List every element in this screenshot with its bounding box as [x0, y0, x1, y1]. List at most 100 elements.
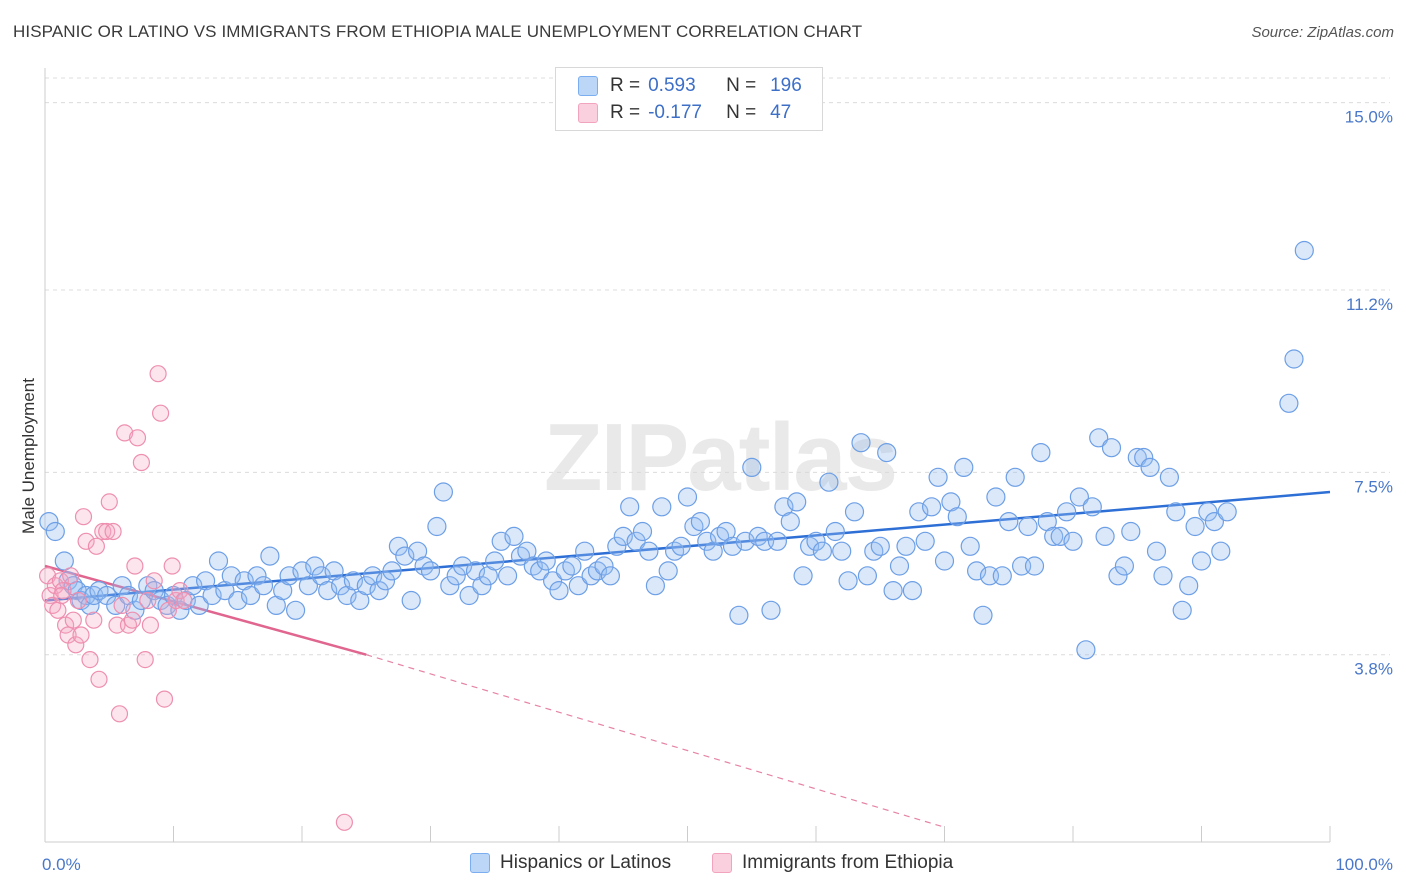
- hispanic-point: [1211, 541, 1231, 561]
- ethiopia-point: [123, 611, 141, 629]
- hispanic-point: [767, 531, 788, 551]
- hispanic-point: [45, 521, 65, 542]
- hispanic-point: [247, 566, 267, 586]
- hispanic-point: [607, 536, 627, 556]
- ethiopia-point: [51, 572, 70, 590]
- ethiopia-point: [110, 705, 129, 723]
- hispanic-point: [562, 556, 582, 576]
- series-legend: Hispanics or Latinos Immigrants from Eth…: [0, 852, 1406, 876]
- chart-title: HISPANIC OR LATINO VS IMMIGRANTS FROM ET…: [13, 22, 863, 41]
- ethiopia-point: [171, 581, 189, 600]
- hispanic-point: [626, 531, 646, 551]
- hispanic-point: [427, 516, 447, 537]
- ethiopia-point: [64, 611, 82, 629]
- hispanic-point: [1005, 467, 1025, 487]
- ethiopia-point: [87, 537, 106, 555]
- ethiopia-point: [98, 522, 116, 541]
- hispanic-point: [1140, 457, 1160, 477]
- hispanic-point: [896, 536, 916, 556]
- hispanic-point: [433, 482, 453, 502]
- hispanic-point: [228, 590, 248, 611]
- ethiopia-point: [53, 586, 71, 605]
- data-points: [38, 240, 1314, 831]
- hispanic-point: [825, 521, 845, 542]
- hispanic-point: [620, 497, 640, 517]
- y-tick-label: 7.5%: [1354, 477, 1393, 496]
- ethiopia-point: [335, 813, 353, 831]
- hispanic-point: [844, 502, 865, 522]
- series-swatch-pink: [712, 853, 732, 873]
- ethiopia-point: [141, 616, 159, 634]
- hispanic-point: [928, 467, 948, 487]
- hispanic-point: [498, 566, 518, 586]
- hispanic-point: [986, 487, 1006, 507]
- hispanic-point: [671, 536, 691, 556]
- hispanic-point: [253, 576, 274, 596]
- hispanic-point: [761, 600, 781, 620]
- ethiopia-point: [149, 365, 167, 383]
- hispanic-point: [600, 566, 621, 586]
- ethiopia-point: [72, 626, 90, 644]
- hispanic-point: [157, 595, 177, 616]
- series-legend-ethiopia: Immigrants from Ethiopia: [712, 852, 953, 874]
- hispanic-point: [973, 605, 993, 625]
- hispanic-point: [613, 526, 633, 547]
- hispanic-point: [1217, 502, 1237, 522]
- hispanic-point: [241, 585, 261, 606]
- x-tick-label: 0.0%: [42, 855, 81, 874]
- hispanic-point: [39, 511, 59, 532]
- hispanic-point: [664, 541, 685, 561]
- stats-legend: R = 0.593 N = 196 R = -0.177 N = 47: [555, 67, 823, 131]
- ethiopia-point: [49, 601, 67, 619]
- hispanic-point: [1127, 447, 1147, 468]
- hispanic-point: [658, 561, 678, 581]
- ethiopia-point: [77, 532, 95, 550]
- hispanic-point: [1185, 516, 1205, 537]
- hispanic-point: [915, 531, 935, 551]
- hispanic-point: [870, 536, 890, 556]
- hispanic-point: [472, 576, 492, 596]
- hispanic-point: [485, 551, 505, 571]
- hispanic-point: [652, 497, 672, 517]
- hispanic-point: [1108, 566, 1128, 586]
- hispanic-point: [491, 531, 511, 551]
- ethiopia-point: [132, 453, 150, 472]
- legend-r-label: R =: [610, 102, 641, 123]
- ethiopia-point: [128, 429, 147, 447]
- grid-lines: [45, 77, 1390, 656]
- hispanic-point: [639, 541, 659, 561]
- legend-r-label: R =: [610, 75, 641, 96]
- hispanic-point: [1063, 531, 1083, 551]
- hispanic-point: [286, 600, 306, 620]
- hispanic-point: [960, 536, 980, 556]
- ethiopia-point: [126, 557, 144, 575]
- hispanic-point: [1191, 551, 1212, 571]
- hispanic-point: [1153, 566, 1173, 586]
- ethiopia-trend-extension: [366, 654, 945, 828]
- hispanic-point: [883, 580, 903, 601]
- y-axis-label: Male Unemployment: [19, 378, 38, 534]
- hispanic-point: [504, 526, 524, 547]
- hispanic-point: [1198, 502, 1218, 522]
- hispanic-point: [1172, 600, 1192, 620]
- hispanic-point: [1024, 556, 1045, 576]
- hispanic-point: [793, 566, 813, 586]
- hispanic-point: [575, 541, 595, 561]
- hispanic-point: [1159, 467, 1180, 487]
- hispanic-point: [947, 507, 967, 527]
- hispanic-point: [934, 551, 955, 571]
- hispanic-point: [1069, 487, 1090, 507]
- hispanic-point: [992, 566, 1012, 586]
- ethiopia-point: [100, 493, 118, 511]
- hispanic-point: [1018, 516, 1038, 537]
- hispanic-point: [709, 526, 730, 547]
- hispanic-point: [684, 516, 704, 537]
- hispanic-point: [742, 457, 762, 477]
- hispanic-point: [1121, 521, 1141, 542]
- series-label-hispanic: Hispanics or Latinos: [500, 852, 672, 873]
- hispanic-point: [530, 561, 550, 581]
- hispanic-point: [1284, 349, 1304, 369]
- hispanic-point: [645, 576, 666, 596]
- ethiopia-point: [152, 404, 170, 422]
- hispanic-point: [1056, 502, 1077, 522]
